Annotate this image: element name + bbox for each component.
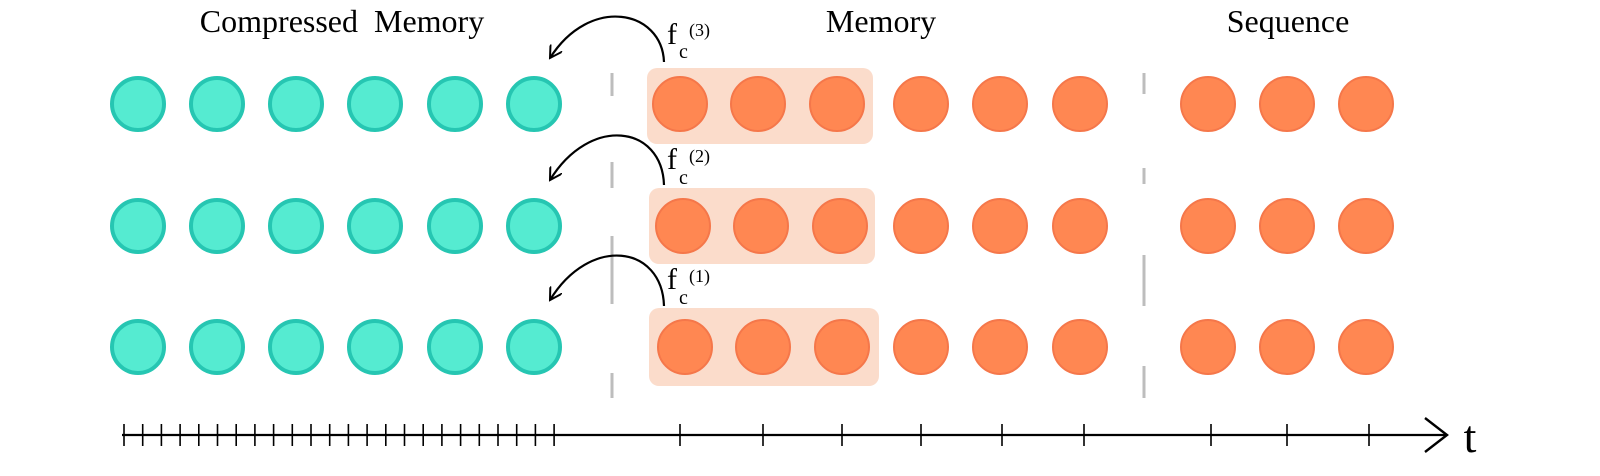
memory-slot [893,198,949,254]
compressed-memory-slot [189,76,245,132]
sequence-slot [1180,76,1236,132]
compression-label-sub: c [679,287,688,309]
compressed-memory-slot [506,76,562,132]
compressed-memory-slot [268,319,324,375]
compression-arrows: f c (3) f c (2) f c (1) [550,15,710,309]
time-axis-ticks [123,424,1370,446]
compressed-memory-slot [110,198,166,254]
memory-slot [893,76,949,132]
memory-slot [1052,198,1108,254]
compression-label-base: f [667,18,677,51]
header-compressed-memory: Compressed Memory [200,3,484,39]
curved-arrow-icon [550,15,666,63]
sequence-slot [1338,198,1394,254]
memory-slot [657,319,713,375]
compression-label-sub: c [679,167,688,189]
compressed-memory-slot [347,76,403,132]
compressed-memory-slot [506,319,562,375]
memory-slot [972,76,1028,132]
memory-slot [1052,319,1108,375]
memory-slot [893,319,949,375]
memory-slot [972,198,1028,254]
compressed-memory-slot [189,319,245,375]
compression-label-sup: (2) [689,146,710,167]
compressed-memory-slot [427,76,483,132]
sequence-slot [1338,76,1394,132]
sequence-slot [1259,198,1315,254]
compressed-memory-slot [110,319,166,375]
compression-label-base: f [667,143,677,176]
memory-slot [652,76,708,132]
compressed-memory-slot [347,198,403,254]
sequence-slot [1180,198,1236,254]
memory-slot [972,319,1028,375]
sequence-slot [1180,319,1236,375]
arrow-right-icon [1424,417,1449,453]
compressed-memory-slot [506,198,562,254]
header-memory: Memory [826,3,936,39]
time-axis-label: t [1464,411,1477,462]
compression-step-2: f c (2) [550,134,710,189]
memory-row [110,68,1394,144]
compressed-memory-slot [427,198,483,254]
memory-slot [814,319,870,375]
compression-label-sup: (3) [689,20,710,41]
compression-label-base: f [667,263,677,296]
time-axis: t [122,411,1477,462]
memory-slot [730,76,786,132]
compressed-memory-slot [347,319,403,375]
sequence-slot [1338,319,1394,375]
memory-rows [110,68,1394,386]
compression-label-sup: (1) [689,266,710,287]
sequence-slot [1259,319,1315,375]
compressed-memory-slot [268,198,324,254]
sequence-slot [1259,76,1315,132]
memory-row [110,308,1394,386]
memory-slot [733,198,789,254]
compressed-memory-slot [427,319,483,375]
compression-step-3: f c (3) [550,15,710,63]
compressed-memory-slot [268,76,324,132]
memory-slot [1052,76,1108,132]
memory-slot [809,76,865,132]
curved-arrow-icon [550,254,666,307]
compressed-memory-slot [110,76,166,132]
compression-label-sub: c [679,41,688,63]
memory-row [110,188,1394,264]
header-sequence: Sequence [1227,3,1350,39]
memory-slot [735,319,791,375]
curved-arrow-icon [550,134,666,186]
compressed-memory-slot [189,198,245,254]
memory-slot [812,198,868,254]
section-dividers [610,73,1146,398]
compression-step-1: f c (1) [550,254,710,309]
memory-slot [655,198,711,254]
